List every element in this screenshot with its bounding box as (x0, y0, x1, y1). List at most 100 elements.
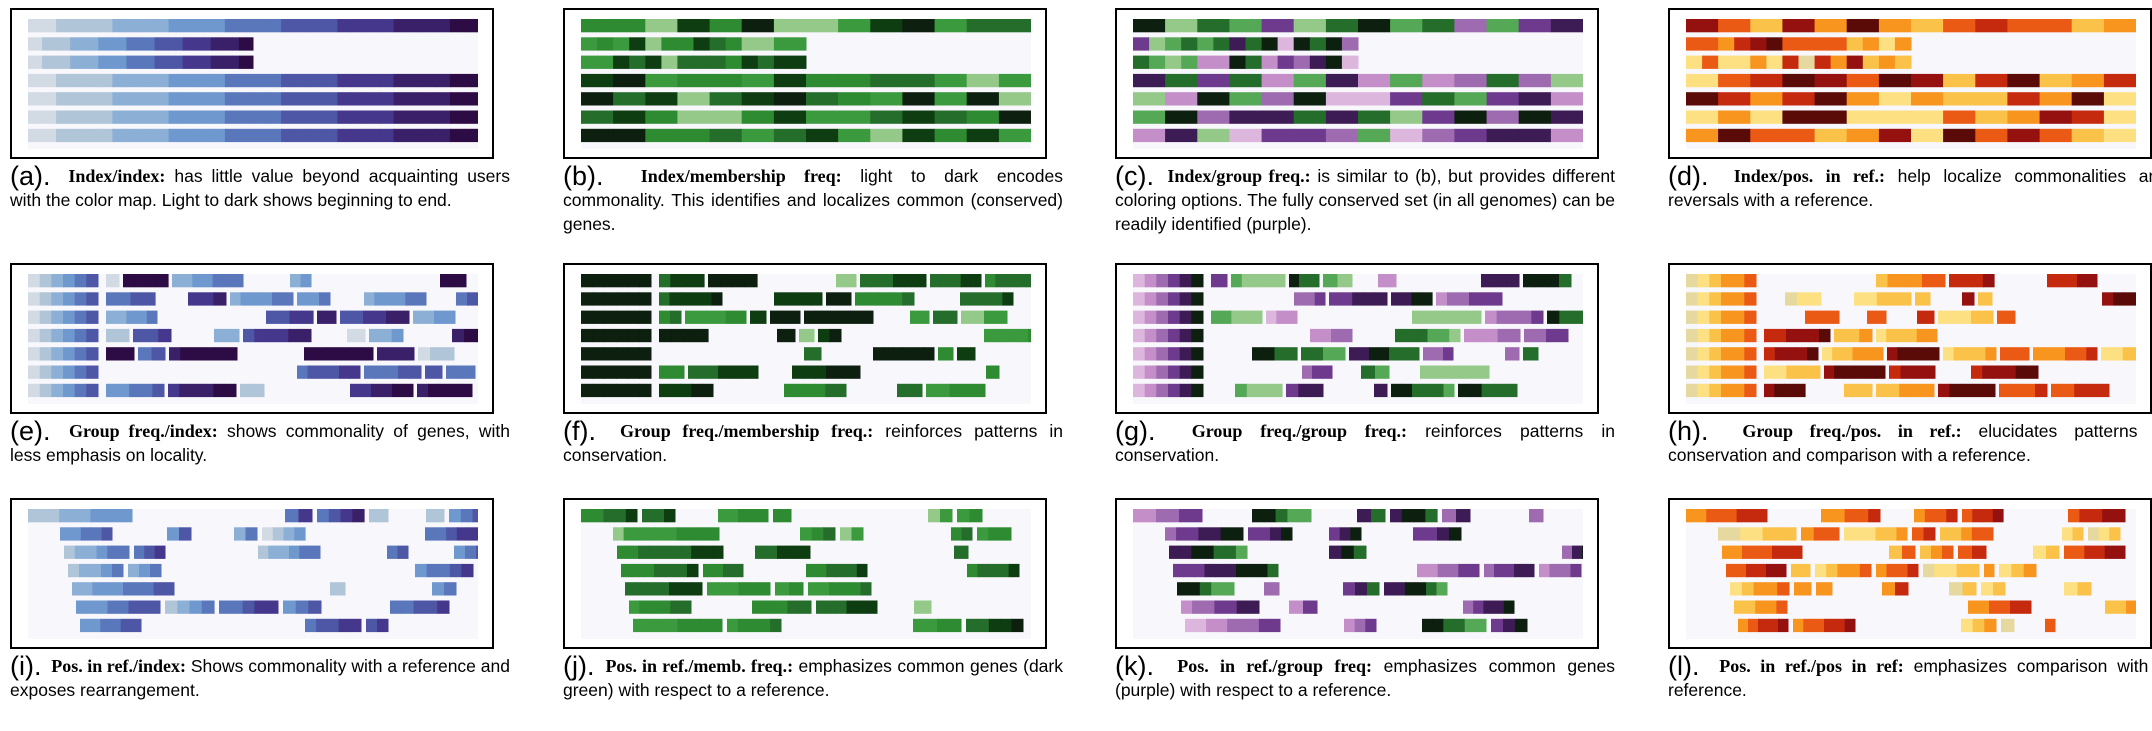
gene-segment (1972, 545, 1987, 559)
gene-segment (1785, 292, 1798, 306)
gene-segment (1924, 509, 1937, 523)
gene-segment (365, 110, 381, 124)
gene-segment (179, 383, 192, 398)
gene-segment (74, 383, 87, 398)
gene-segment (890, 292, 903, 306)
gene-segment (1133, 19, 1166, 33)
gene-segment (2039, 73, 2073, 88)
gene-segment (1816, 582, 1833, 596)
gene-segment (70, 55, 78, 69)
gene-segment (119, 37, 127, 51)
gene-segment (1481, 383, 1494, 398)
gene-segment (786, 292, 799, 306)
gene-segment (1846, 37, 1864, 51)
gene-segment (1391, 383, 1402, 398)
gene-segment (592, 328, 605, 343)
gene-segment (1514, 563, 1525, 578)
gene-segment (1539, 563, 1550, 578)
gene-segment (85, 545, 97, 559)
panel-title: Pos. in ref./index: (51, 656, 186, 676)
panel-description: has little value beyond acquainting user… (10, 166, 510, 210)
gene-segment (112, 110, 127, 124)
gene-segment (938, 347, 954, 361)
gene-segment (666, 527, 678, 541)
gene-segment (111, 509, 123, 523)
gene-segment (670, 310, 682, 324)
gene-segment (677, 618, 690, 633)
gene-segment (1165, 110, 1198, 124)
gene-segment (893, 347, 904, 361)
gene-segment (307, 365, 319, 379)
panel-title: Pos. in ref./memb. freq.: (605, 656, 794, 676)
gene-segment (1325, 19, 1359, 33)
gene-segment (1277, 55, 1295, 69)
gene-segment (914, 600, 932, 614)
gene-segment (1156, 328, 1169, 343)
gene-segment (1982, 509, 1994, 523)
panel-caption: (h). Group freq./pos. in ref.: elucidate… (1668, 416, 2152, 467)
gene-segment (671, 365, 685, 379)
gene-segment (210, 55, 219, 69)
gene-segment (1503, 600, 1515, 614)
gene-segment (2039, 19, 2073, 33)
gene-segment (1329, 527, 1341, 541)
gene-segment (1886, 328, 1897, 343)
gene-segment (1289, 274, 1300, 288)
gene-segment (1349, 347, 1360, 361)
gene-segment (117, 383, 130, 398)
gene-segment (1447, 292, 1459, 306)
panel-label: (e). (10, 416, 51, 446)
gene-segment (717, 582, 729, 596)
gene-segment (1709, 292, 1722, 306)
gene-segment (393, 73, 409, 88)
gene-segment (627, 292, 640, 306)
gene-segment (1686, 310, 1699, 324)
gene-segment (299, 328, 312, 343)
gene-segment (934, 128, 968, 143)
gene-segment (1497, 328, 1510, 343)
gene-segment (1744, 383, 1757, 398)
gene-segment (1768, 618, 1779, 633)
panel-label: (h). (1668, 416, 1709, 446)
gene-segment (1008, 563, 1020, 578)
gene-segment (2115, 600, 2127, 614)
gene-segment (2015, 365, 2028, 379)
gene-segment (338, 347, 351, 361)
gene-segment (1756, 509, 1768, 523)
gene-segment (224, 55, 233, 69)
gene-segment (1165, 527, 1177, 541)
gene-segment (825, 383, 837, 398)
panel-label: (k). (1115, 651, 1154, 681)
gene-segment (435, 128, 451, 143)
gene-segment (1325, 73, 1359, 88)
gene-segment (2071, 110, 2105, 124)
gene-segment (1156, 509, 1168, 523)
gene-segment (627, 383, 640, 398)
gene-segment (961, 527, 973, 541)
gene-segment (1299, 274, 1310, 288)
gene-segment (1133, 292, 1146, 306)
gene-segment (415, 292, 427, 306)
gene-segment (1686, 383, 1699, 398)
gene-segment (1686, 347, 1699, 361)
gene-segment (925, 618, 938, 633)
gene-segment (2035, 383, 2048, 398)
gene-segment (1732, 292, 1745, 306)
gene-segment (84, 73, 99, 88)
gene-segment (897, 383, 910, 398)
gene-segment (826, 600, 837, 614)
gene-segment (616, 328, 629, 343)
gene-segment (1165, 19, 1198, 33)
gene-segment (629, 55, 646, 69)
gene-segment (268, 545, 280, 559)
gene-segment (2071, 128, 2105, 143)
panel-caption: (l). Pos. in ref./pos in ref: emphasizes… (1668, 653, 2152, 702)
gene-segment (712, 545, 724, 559)
gene-segment (70, 37, 78, 51)
gene-segment (604, 274, 617, 288)
gene-segment (581, 292, 594, 306)
gene-segment (56, 19, 71, 33)
gene-segment (1912, 365, 1924, 379)
gene-segment (1962, 509, 1973, 523)
gene-segment (815, 383, 826, 398)
